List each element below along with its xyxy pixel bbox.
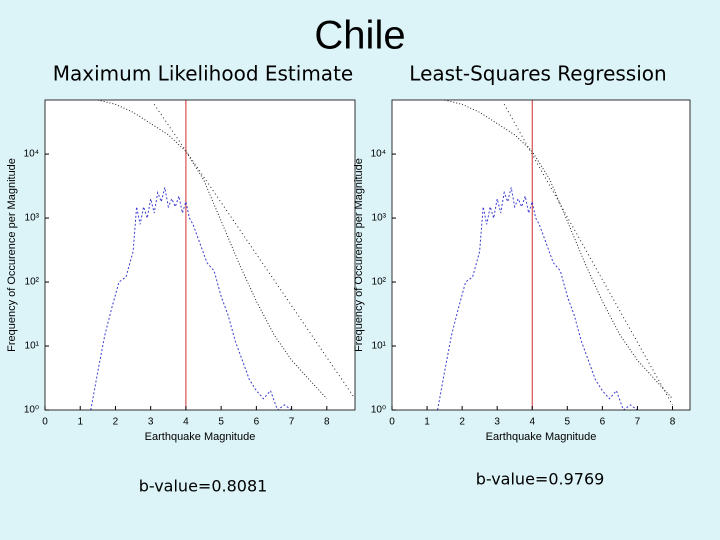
x-tick-label: 7 [635,417,641,428]
y-tick-label: 10² [25,277,40,288]
data-line [97,100,328,400]
data-line [153,104,355,399]
y-tick-label: 10⁰ [371,405,386,416]
data-line [437,187,638,410]
x-tick-label: 1 [424,417,430,428]
x-tick-label: 6 [254,417,260,428]
y-tick-label: 10⁰ [24,405,39,416]
x-tick-label: 7 [289,417,295,428]
x-tick-label: 0 [389,417,395,428]
x-axis-label: Earthquake Magnitude [145,431,256,443]
plot-area [392,100,690,410]
y-tick-label: 10³ [25,213,40,224]
chart-subtitle: Least-Squares Regression [409,62,666,86]
x-tick-label: 8 [324,417,330,428]
x-tick-label: 5 [218,417,224,428]
plot-frame [44,99,356,411]
y-tick-label: 10⁴ [371,149,386,160]
x-tick-label: 0 [42,417,48,428]
y-tick-label: 10³ [372,213,387,224]
x-tick-label: 1 [77,417,83,428]
slide-title: Chile [314,14,405,58]
x-tick-label: 4 [529,417,535,428]
x-tick-label: 5 [565,417,571,428]
plot-layer [90,100,355,410]
b-value: b-value=0.8081 [139,477,268,496]
x-tick-label: 4 [183,417,189,428]
x-tick-label: 2 [113,417,119,428]
x-tick-label: 3 [494,417,500,428]
y-axis-label: Frequency of Occurence per Magnitude [6,158,18,352]
chart-subtitle: Maximum Likelihood Estimate [53,62,353,86]
data-line [503,104,673,406]
y-tick-label: 10¹ [372,341,387,352]
x-tick-label: 3 [148,417,154,428]
x-tick-label: 2 [459,417,465,428]
y-tick-label: 10² [372,277,387,288]
y-tick-label: 10⁴ [24,149,39,160]
x-tick-label: 6 [600,417,606,428]
y-tick-label: 10¹ [25,341,40,352]
data-line [90,187,292,410]
x-tick-label: 8 [670,417,676,428]
plot-layer [437,100,673,410]
y-axis-label: Frequency of Occurence per Magnitude [353,158,365,352]
x-axis-label: Earthquake Magnitude [486,431,597,443]
plot-area [45,100,355,410]
plot-frame [391,99,691,411]
b-value: b-value=0.9769 [476,470,605,489]
